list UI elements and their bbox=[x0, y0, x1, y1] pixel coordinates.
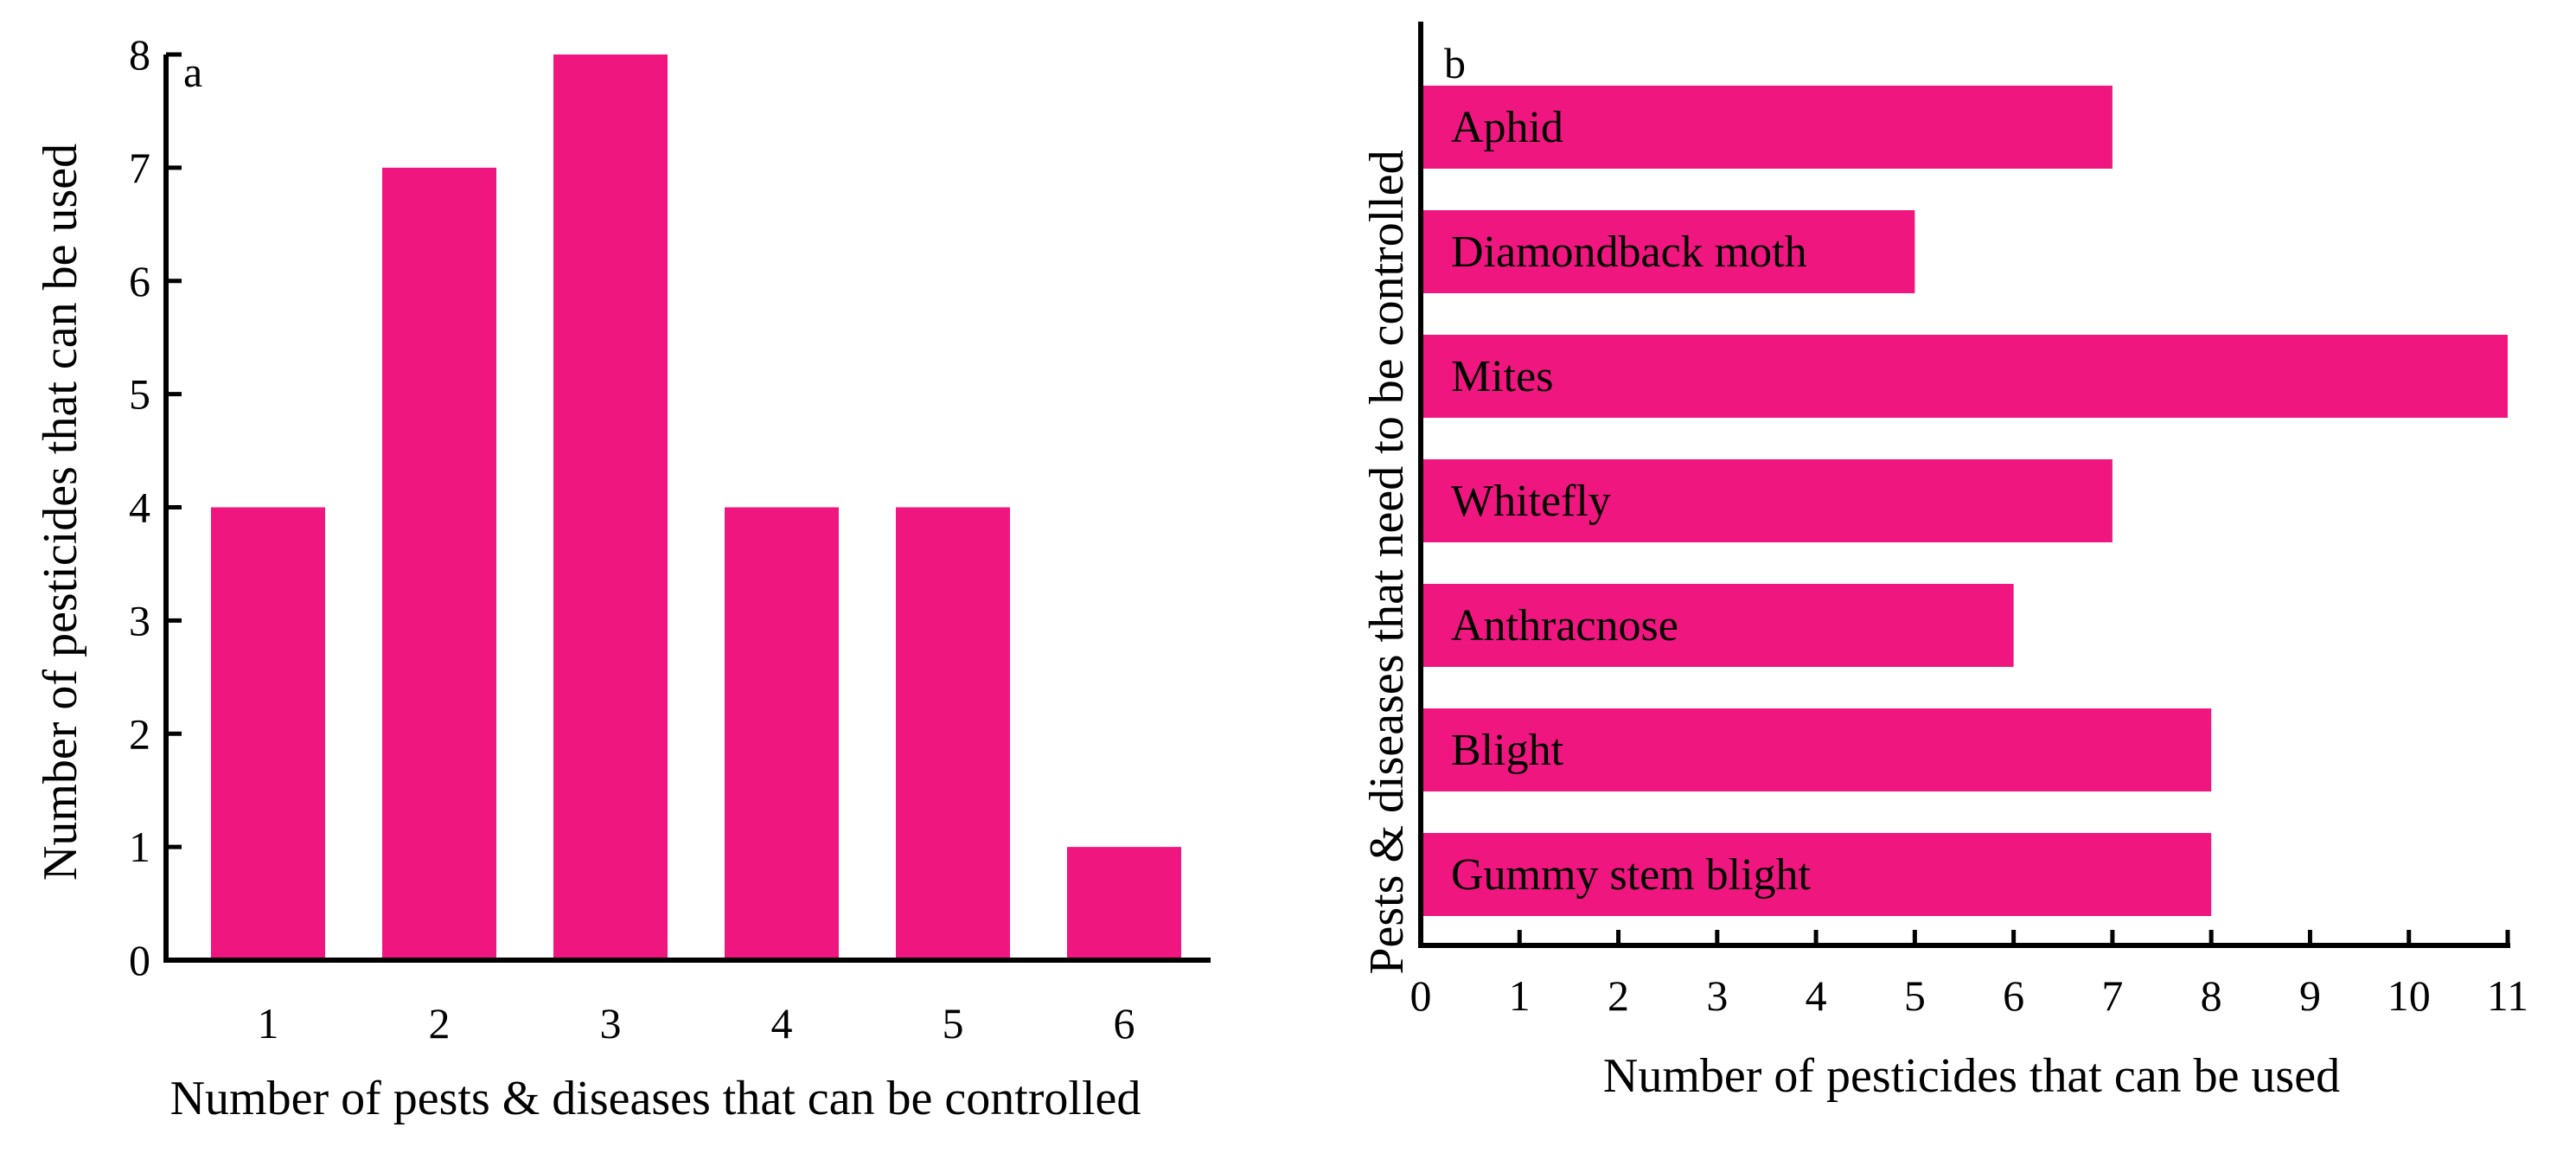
panel-b-x-tick-label: 5 bbox=[1904, 971, 1926, 1020]
panel-b-x-tick-label: 11 bbox=[2487, 971, 2528, 1020]
panel-b-bar-aphid bbox=[1421, 86, 2113, 169]
panel-b-x-tick-label: 7 bbox=[2101, 971, 2123, 1020]
panel-b-category-label: Whitefly bbox=[1451, 477, 1611, 526]
panel-a-x-tick-label: 2 bbox=[429, 999, 451, 1047]
panel-a-bar-2 bbox=[382, 167, 496, 960]
panel-a-bars bbox=[211, 54, 1181, 960]
panel-b-bar-anthracnose bbox=[1421, 584, 2014, 667]
panel-a-bar-chart: a 1 2 3 4 5 6 0 1 2 3 4 5 6 7 8 Number of pests & dis… bbox=[34, 30, 1211, 1125]
panel-b-x-tick-label: 9 bbox=[2299, 971, 2321, 1020]
panel-b-category-label: Blight bbox=[1451, 726, 1564, 775]
panel-b-x-tick-label: 3 bbox=[1706, 971, 1728, 1020]
panel-a-y-tick-label: 8 bbox=[129, 30, 150, 79]
panel-b-bar-whitefly bbox=[1421, 459, 2113, 542]
panel-a-y-tick-label: 3 bbox=[129, 596, 150, 644]
panel-a-bar-3 bbox=[553, 54, 668, 960]
panel-b-bars: Aphid Diamondback moth Mites Whitefly Anthra… bbox=[1421, 86, 2508, 916]
panel-a-bar-1 bbox=[211, 507, 325, 960]
panel-b-bar-gummy-stem-blight bbox=[1421, 833, 2212, 916]
panel-a-y-tick-label: 6 bbox=[129, 257, 150, 305]
panel-b-bar-blight bbox=[1421, 708, 2212, 791]
panel-b-category-label: Diamondback moth bbox=[1451, 227, 1807, 277]
panel-a-y-tick-label: 1 bbox=[129, 823, 150, 871]
panel-b-x-tick-label: 1 bbox=[1509, 971, 1531, 1020]
panel-b-category-label: Aphid bbox=[1451, 103, 1563, 152]
panel-a-x-tick-label: 3 bbox=[600, 999, 622, 1047]
panel-a-bar-4 bbox=[725, 507, 839, 960]
panel-a-y-tick-label: 2 bbox=[129, 709, 150, 758]
panel-b-category-label: Gummy stem blight bbox=[1451, 850, 1812, 900]
panel-a-y-axis-title: Number of pesticides that can be used bbox=[34, 144, 87, 881]
panel-b-x-tick-label: 4 bbox=[1806, 971, 1827, 1020]
panel-a-y-tick-label: 7 bbox=[129, 144, 150, 192]
panel-a-x-axis-title: Number of pests & diseases that can be c… bbox=[170, 1072, 1141, 1125]
panel-b-x-axis-title: Number of pesticides that can be used bbox=[1603, 1049, 2340, 1103]
panel-a-y-tick-label: 0 bbox=[129, 936, 150, 984]
panel-a-tag: a bbox=[183, 48, 202, 96]
panel-a-x-tick-label: 5 bbox=[943, 999, 964, 1047]
panel-a-x-tick-label: 1 bbox=[258, 999, 279, 1047]
panel-b-bar-diamondback-moth bbox=[1421, 210, 1915, 293]
panel-b-category-label: Anthracnose bbox=[1451, 601, 1678, 650]
panel-b-x-tick-label: 0 bbox=[1410, 971, 1432, 1020]
panel-b-x-ticks: 0 1 2 3 4 5 6 7 8 9 10 11 bbox=[1410, 930, 2528, 1020]
panel-a-y-ticks: 0 1 2 3 4 5 6 7 8 bbox=[129, 30, 182, 984]
panel-b-bar-mites bbox=[1421, 335, 2508, 418]
panel-a-bar-5 bbox=[896, 507, 1010, 960]
panel-a-x-tick-labels: 1 2 3 4 5 6 bbox=[258, 999, 1135, 1047]
panel-b-x-tick-label: 8 bbox=[2201, 971, 2222, 1020]
panel-a-bar-6 bbox=[1067, 847, 1181, 960]
panel-b-bar-chart: b Aphid Diamondback moth Mites Whitefly Anth… bbox=[1360, 22, 2528, 1103]
panel-b-x-tick-label: 10 bbox=[2387, 971, 2431, 1020]
panel-b-x-tick-label: 2 bbox=[1608, 971, 1629, 1020]
panel-a-y-tick-label: 5 bbox=[129, 370, 150, 419]
panel-b-tag: b bbox=[1444, 39, 1466, 87]
panel-a-y-tick-label: 4 bbox=[129, 484, 150, 532]
panel-a-x-tick-label: 6 bbox=[1114, 999, 1135, 1047]
panel-b-category-label: Mites bbox=[1451, 352, 1553, 401]
panel-b-x-tick-label: 6 bbox=[2003, 971, 2024, 1020]
panel-b-y-axis-title: Pests & diseases that need to be control… bbox=[1360, 150, 1414, 974]
panel-a-x-tick-label: 4 bbox=[771, 999, 793, 1047]
